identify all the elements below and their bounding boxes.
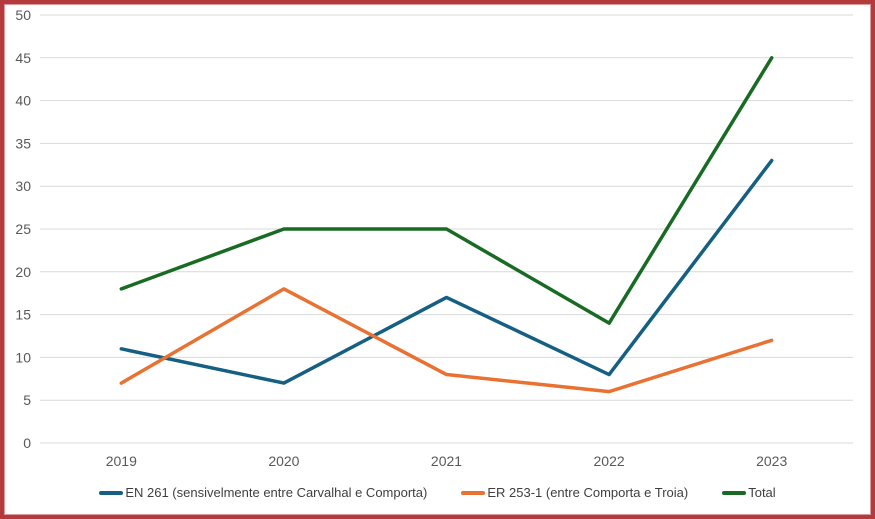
legend-label-en261: EN 261 (sensivelmente entre Carvalhal e …: [125, 485, 428, 500]
chart-legend: EN 261 (sensivelmente entre Carvalhal e …: [4, 485, 871, 501]
svg-text:2020: 2020: [268, 453, 299, 469]
svg-text:2021: 2021: [431, 453, 462, 469]
svg-text:35: 35: [15, 135, 31, 151]
legend-line-marker-total: [722, 491, 747, 495]
svg-text:15: 15: [15, 307, 31, 323]
svg-text:45: 45: [15, 50, 31, 66]
svg-text:5: 5: [23, 392, 31, 408]
legend-label-total: Total: [748, 485, 776, 500]
legend-label-er253-1: ER 253-1 (entre Comporta e Troia): [487, 485, 689, 500]
legend-item-en261: EN 261 (sensivelmente entre Carvalhal e …: [99, 485, 427, 501]
legend-line-marker-en261: [99, 491, 124, 495]
line-chart-plot-area: 0 5 10 15 20 25 30 35 40 45 50 2019 2020 2021 2022 2023: [15, 7, 853, 469]
svg-text:40: 40: [15, 93, 31, 109]
svg-text:30: 30: [15, 178, 31, 194]
svg-text:10: 10: [15, 349, 31, 365]
svg-text:25: 25: [15, 221, 31, 237]
svg-text:50: 50: [15, 7, 31, 23]
legend-line-marker-er253-1: [461, 491, 486, 495]
legend-item-er253-1: ER 253-1 (entre Comporta e Troia): [461, 485, 688, 501]
svg-text:2023: 2023: [756, 453, 787, 469]
legend-item-total: Total: [722, 485, 776, 501]
svg-text:2022: 2022: [594, 453, 625, 469]
svg-text:20: 20: [15, 264, 31, 280]
svg-text:0: 0: [23, 435, 31, 451]
svg-text:2019: 2019: [106, 453, 137, 469]
